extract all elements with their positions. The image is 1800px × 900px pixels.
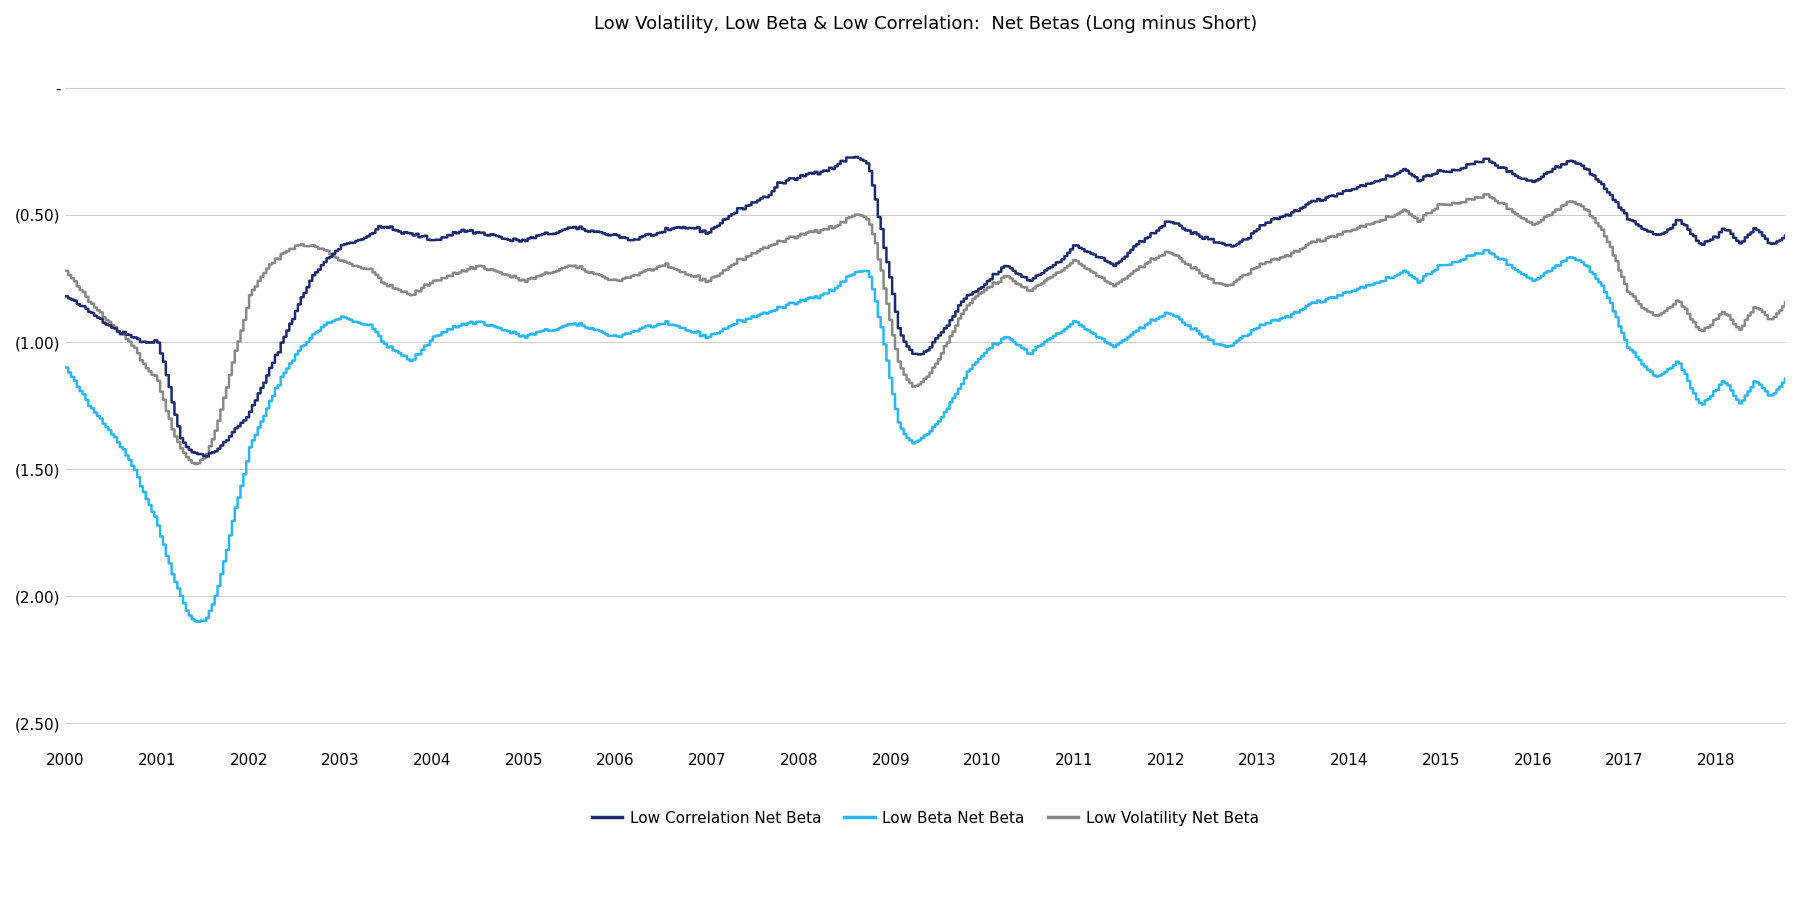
Low Beta Net Beta bbox=[1206, 338, 1228, 349]
Legend: Low Correlation Net Beta, Low Beta Net Beta, Low Volatility Net Beta: Low Correlation Net Beta, Low Beta Net B… bbox=[585, 805, 1265, 832]
Low Volatility Net Beta bbox=[184, 459, 205, 470]
Low Correlation Net Beta bbox=[1075, 246, 1096, 256]
Low Beta Net Beta bbox=[1476, 245, 1498, 256]
Low Volatility Net Beta bbox=[1476, 189, 1498, 200]
Low Correlation Net Beta bbox=[194, 451, 216, 462]
Low Volatility Net Beta bbox=[500, 272, 522, 283]
Low Correlation Net Beta bbox=[1208, 238, 1229, 248]
Low Volatility Net Beta bbox=[54, 266, 76, 276]
Low Beta Net Beta bbox=[362, 323, 383, 334]
Low Volatility Net Beta bbox=[1206, 278, 1228, 289]
Low Correlation Net Beta bbox=[54, 291, 76, 302]
Low Beta Net Beta bbox=[835, 271, 857, 282]
Low Beta Net Beta bbox=[54, 362, 76, 373]
Low Correlation Net Beta bbox=[844, 151, 866, 162]
Low Correlation Net Beta bbox=[1355, 178, 1377, 189]
Title: Low Volatility, Low Beta & Low Correlation:  Net Betas (Long minus Short): Low Volatility, Low Beta & Low Correlati… bbox=[594, 15, 1256, 33]
Low Correlation Net Beta bbox=[835, 152, 857, 163]
Low Beta Net Beta bbox=[1071, 321, 1093, 332]
Low Volatility Net Beta bbox=[362, 267, 383, 278]
Low Volatility Net Beta bbox=[1352, 221, 1373, 232]
Low Beta Net Beta bbox=[187, 616, 209, 627]
Low Volatility Net Beta bbox=[1775, 297, 1796, 308]
Low Correlation Net Beta bbox=[1775, 230, 1796, 241]
Low Volatility Net Beta bbox=[1071, 260, 1093, 271]
Low Correlation Net Beta bbox=[362, 228, 383, 238]
Low Beta Net Beta bbox=[1775, 373, 1796, 383]
Low Beta Net Beta bbox=[500, 328, 522, 338]
Low Correlation Net Beta bbox=[500, 236, 522, 247]
Low Volatility Net Beta bbox=[835, 212, 857, 223]
Low Beta Net Beta bbox=[1352, 283, 1373, 293]
Line: Low Beta Net Beta: Low Beta Net Beta bbox=[65, 250, 1786, 622]
Line: Low Correlation Net Beta: Low Correlation Net Beta bbox=[65, 157, 1786, 456]
Line: Low Volatility Net Beta: Low Volatility Net Beta bbox=[65, 194, 1786, 464]
